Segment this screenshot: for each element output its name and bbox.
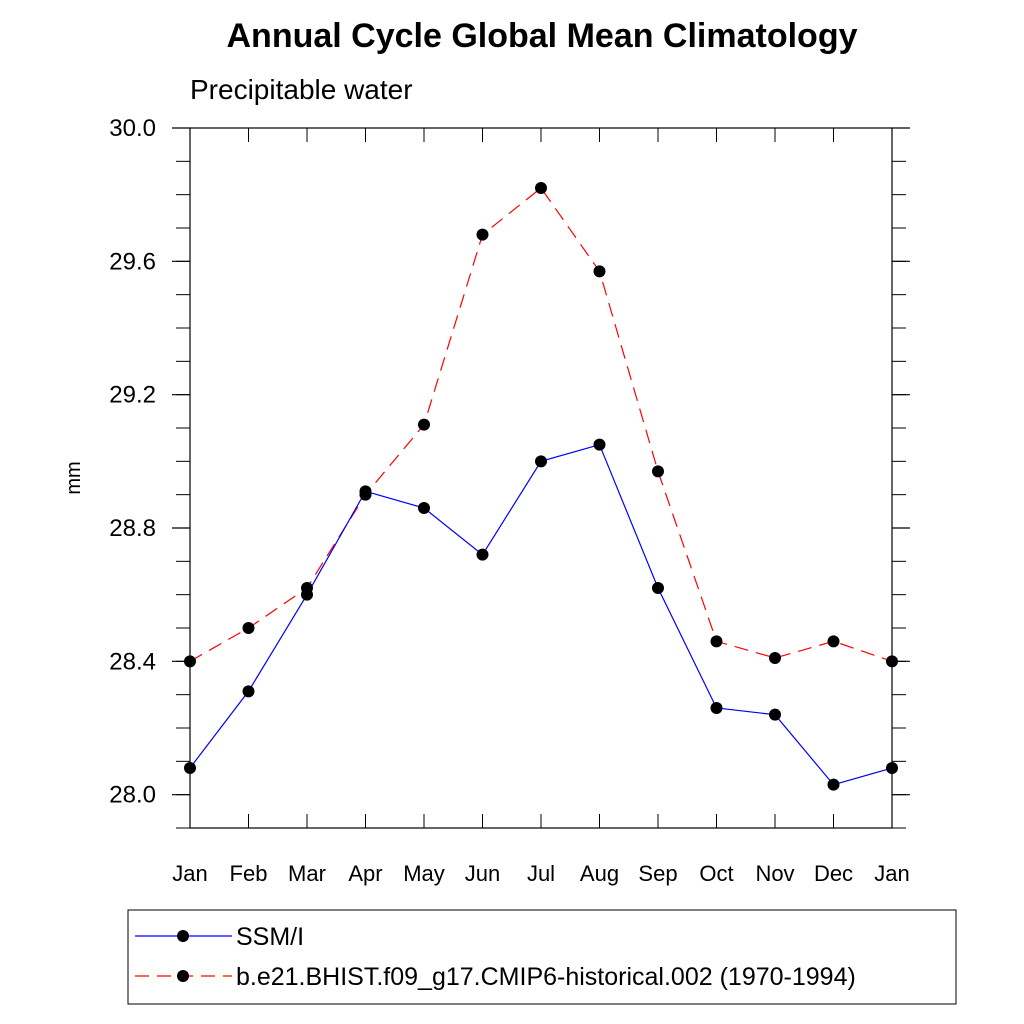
y-tick-label: 30.0 <box>109 115 156 142</box>
x-tick-label: Mar <box>288 861 326 886</box>
x-tick-label: Jan <box>874 861 909 886</box>
series-0-point <box>184 762 196 774</box>
x-tick-label: Dec <box>814 861 853 886</box>
series-0-point <box>242 685 255 698</box>
series-0-point <box>886 762 898 774</box>
x-tick-label: Sep <box>638 861 677 886</box>
series-0-point <box>359 485 372 498</box>
legend-label-ssmi: SSM/I <box>236 923 304 951</box>
series-0-point <box>593 438 606 451</box>
series-1-point <box>827 635 840 648</box>
series-0-point <box>769 708 781 721</box>
series-0-point <box>301 588 313 601</box>
x-tick-label: Aug <box>580 861 619 886</box>
series-1-point <box>418 418 430 431</box>
x-tick-label: Jul <box>527 861 555 886</box>
series-line-0 <box>189 443 893 786</box>
series-layer <box>184 182 898 791</box>
y-tick-label: 28.8 <box>109 515 156 542</box>
x-tick-label: Nov <box>755 861 794 886</box>
series-1-point <box>535 182 547 194</box>
series-0-point <box>535 455 547 468</box>
series-0-point <box>652 582 664 594</box>
x-tick-label: Feb <box>230 861 268 886</box>
x-tick-label: Apr <box>348 861 382 886</box>
legend-label-model: b.e21.BHIST.f09_g17.CMIP6-historical.002… <box>236 963 856 991</box>
series-0-point <box>710 702 723 714</box>
series-1-point <box>476 228 489 241</box>
series-1-point <box>242 622 255 634</box>
series-1-point <box>710 635 723 648</box>
ticks-layer: Jan Feb Mar Apr May Jun Jul Aug Sep Oct Nov Dec Jan 3… <box>109 115 910 886</box>
y-tick-label: 28.4 <box>109 648 156 675</box>
legend: SSM/I b.e21.BHIST.f09_g17.CMIP6-historic… <box>127 909 957 1005</box>
series-0-point <box>418 502 430 514</box>
y-tick-label: 29.6 <box>109 248 156 275</box>
legend-box <box>127 909 957 1005</box>
x-tick-label: Oct <box>699 861 733 886</box>
legend-marker-model <box>177 970 189 982</box>
y-tick-label: 29.2 <box>109 382 156 409</box>
y-axis-label: mm <box>63 461 85 494</box>
chart-subtitle: Precipitable water <box>190 74 413 105</box>
x-tick-label: May <box>403 861 445 886</box>
series-1-point <box>184 655 196 668</box>
x-tick-label: Jun <box>465 861 500 886</box>
legend-marker-ssmi <box>177 930 189 942</box>
series-1-point <box>886 655 898 668</box>
series-1-point <box>769 652 781 664</box>
y-tick-label: 28.0 <box>109 782 156 809</box>
series-line-1 <box>189 187 893 662</box>
series-0-point <box>827 778 840 791</box>
series-1-point <box>652 465 664 478</box>
series-0-point <box>476 548 489 561</box>
plot-frame <box>189 127 893 829</box>
chart-title: Annual Cycle Global Mean Climatology <box>227 17 858 55</box>
x-tick-label: Jan <box>172 861 207 886</box>
series-1-point <box>593 265 606 278</box>
